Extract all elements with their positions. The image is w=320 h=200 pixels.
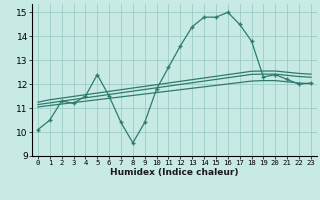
X-axis label: Humidex (Indice chaleur): Humidex (Indice chaleur) xyxy=(110,168,239,177)
